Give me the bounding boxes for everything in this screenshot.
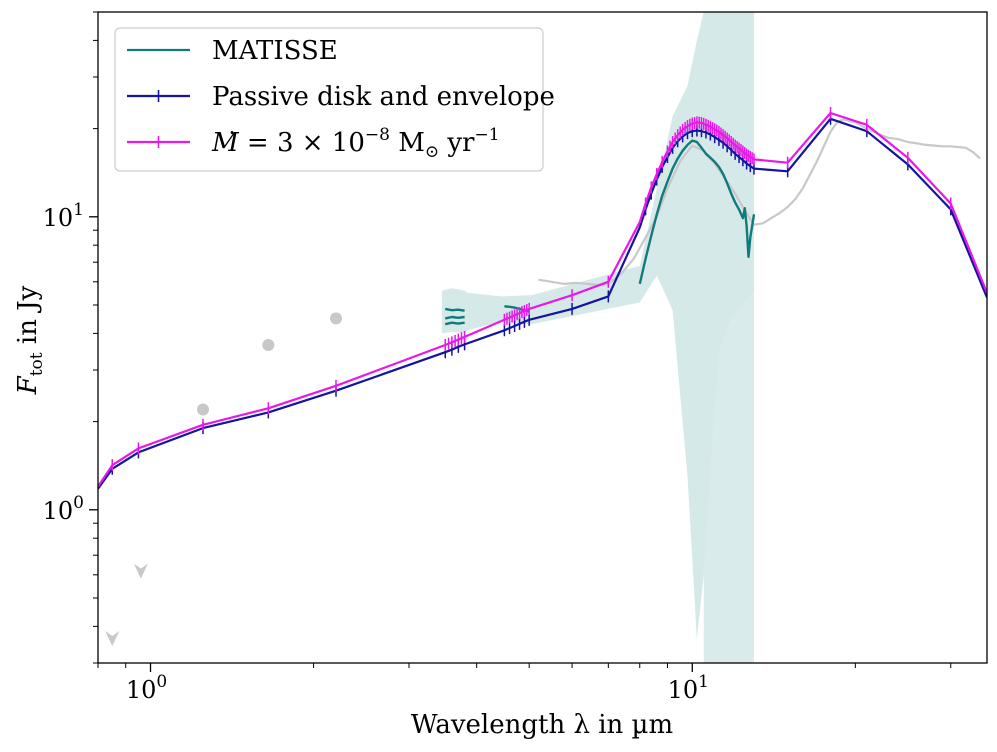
y-tick-label-exp-1: 1 — [73, 200, 84, 220]
legend-mdot-yr: yr — [439, 128, 475, 158]
x-tick-label-exp-1: 1 — [698, 672, 709, 692]
x-tick-label-base-1: 10 — [668, 676, 699, 704]
x-tick-label-1: 101 — [668, 672, 709, 704]
y-tick-label-base-1: 10 — [43, 204, 74, 232]
legend: MATISSE Passive disk and envelope Ṁ = 3… — [114, 27, 555, 172]
legend-mdot-symbol: M — [211, 128, 240, 158]
photometry-point-0 — [197, 403, 210, 416]
y-tick-label-1: 101 — [43, 200, 84, 232]
y-axis-label-rest: in Jy — [13, 285, 43, 352]
y-axis-label-main: F — [13, 375, 43, 395]
photometry-point-2 — [330, 312, 343, 325]
legend-mdot-unit: M — [390, 128, 425, 158]
photometry-upper-limit-3 — [133, 563, 148, 579]
plot-frame — [97, 11, 988, 664]
y-tick-label-base-0: 10 — [43, 497, 74, 525]
legend-label-passive: Passive disk and envelope — [212, 82, 555, 112]
matisse-line-1 — [444, 315, 465, 320]
y-tick-label-exp-0: 0 — [73, 493, 84, 513]
matisse-error-envelope — [703, 12, 754, 663]
matisse-line-4 — [638, 139, 756, 285]
legend-label-accretion: Ṁ = 3 × 10−8 M⊙ yr−1 — [211, 125, 500, 162]
photometry-upper-limit-4 — [105, 631, 120, 647]
x-axis-label: Wavelength λ in µm — [411, 710, 673, 740]
y-tick-label-0: 100 — [43, 493, 84, 525]
legend-mdot-exp: −8 — [365, 125, 390, 145]
legend-mdot-yr-exp: −1 — [474, 125, 499, 145]
x-tick-label-0: 100 — [126, 672, 167, 704]
legend-box — [114, 27, 544, 172]
photometry-point-1 — [262, 339, 275, 352]
matisse-line-0 — [444, 307, 465, 312]
x-tick-label-exp-0: 0 — [156, 672, 167, 692]
data-layer — [98, 12, 987, 663]
legend-label-matisse: MATISSE — [212, 36, 338, 66]
legend-mdot-sun: ⊙ — [425, 142, 439, 162]
y-axis-label: Ftot in Jy — [13, 285, 47, 395]
matisse-line-2 — [444, 321, 465, 326]
legend-mdot-value: ̇ = 3 × 10 — [231, 128, 365, 158]
x-tick-label-base-0: 10 — [126, 676, 157, 704]
y-axis-label-sub: tot — [27, 352, 47, 376]
observed-spectrum-line-0 — [538, 118, 981, 287]
